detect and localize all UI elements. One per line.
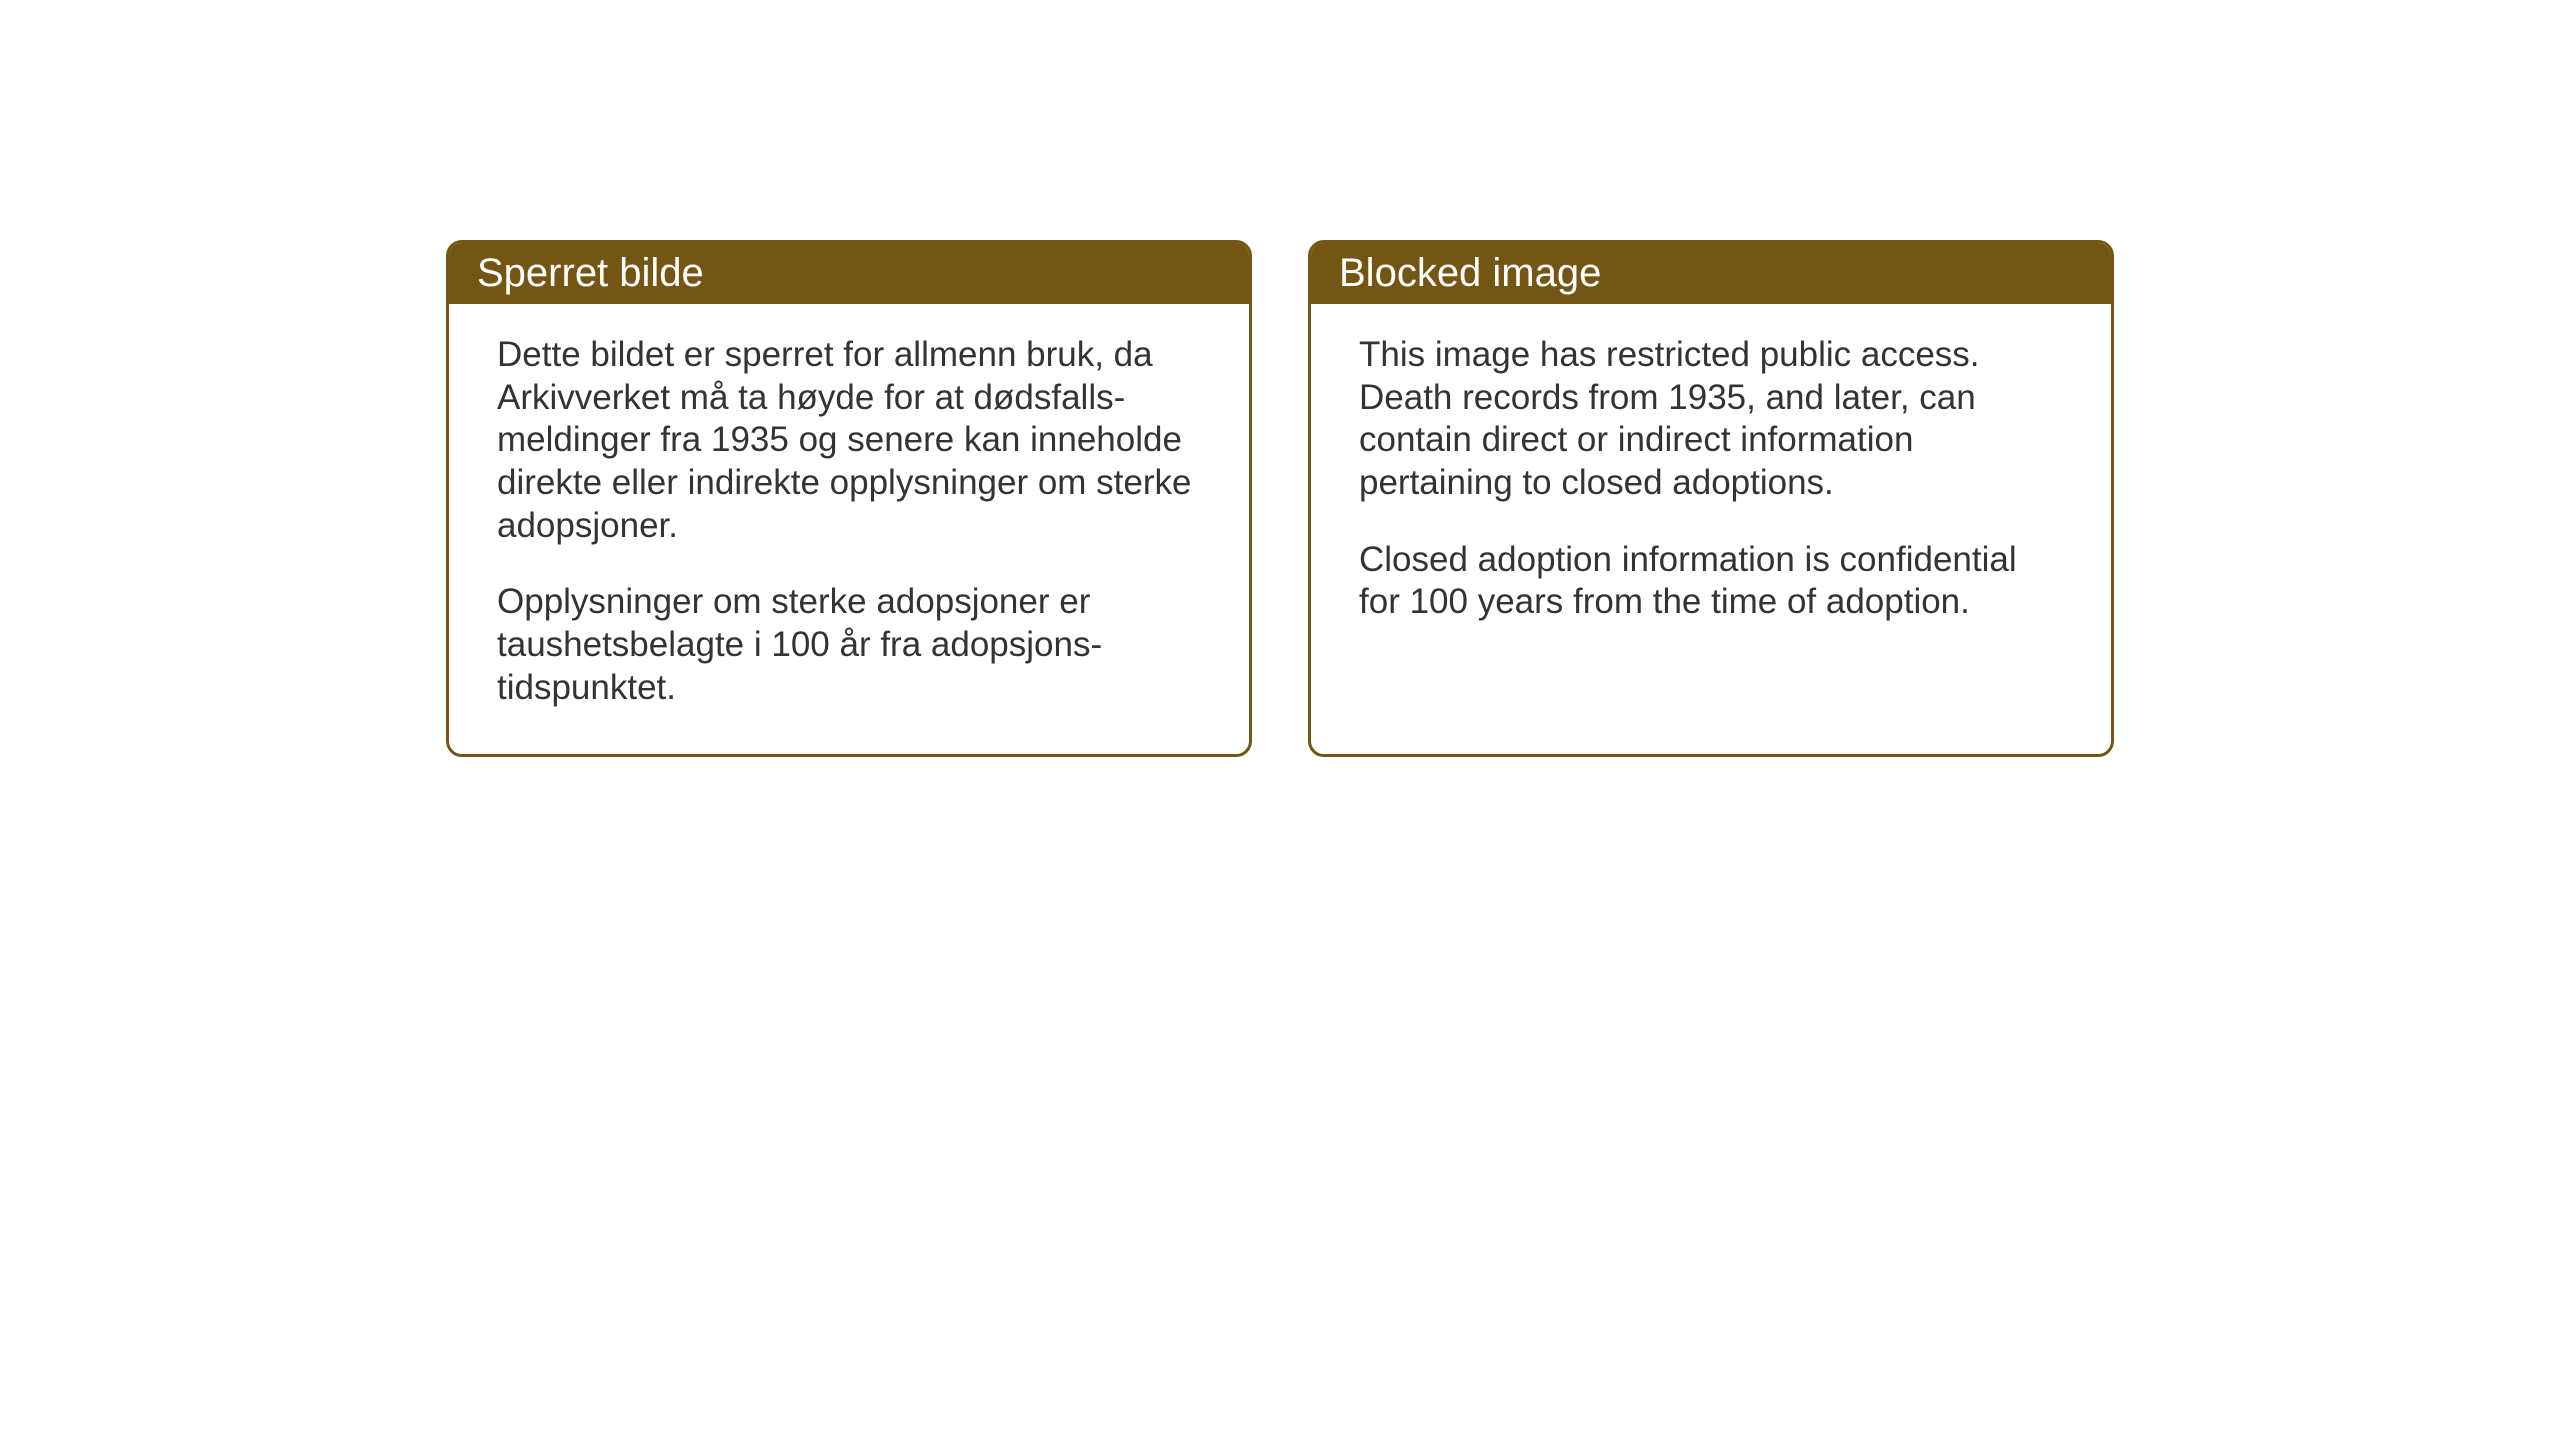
notice-title-norwegian: Sperret bilde: [477, 251, 704, 295]
notice-paragraph-2-norwegian: Opplysninger om sterke adopsjoner er tau…: [497, 581, 1201, 709]
notice-box-english: Blocked image This image has restricted …: [1308, 240, 2114, 757]
notice-body-english: This image has restricted public access.…: [1311, 304, 2111, 668]
notice-paragraph-2-english: Closed adoption information is confident…: [1359, 539, 2063, 624]
notice-paragraph-1-norwegian: Dette bildet er sperret for allmenn bruk…: [497, 334, 1201, 547]
notice-body-norwegian: Dette bildet er sperret for allmenn bruk…: [449, 304, 1249, 754]
notice-box-norwegian: Sperret bilde Dette bildet er sperret fo…: [446, 240, 1252, 757]
notice-paragraph-1-english: This image has restricted public access.…: [1359, 334, 2063, 505]
notice-title-english: Blocked image: [1339, 251, 1601, 295]
notice-header-norwegian: Sperret bilde: [449, 243, 1249, 304]
notice-header-english: Blocked image: [1311, 243, 2111, 304]
notice-container: Sperret bilde Dette bildet er sperret fo…: [446, 240, 2114, 757]
